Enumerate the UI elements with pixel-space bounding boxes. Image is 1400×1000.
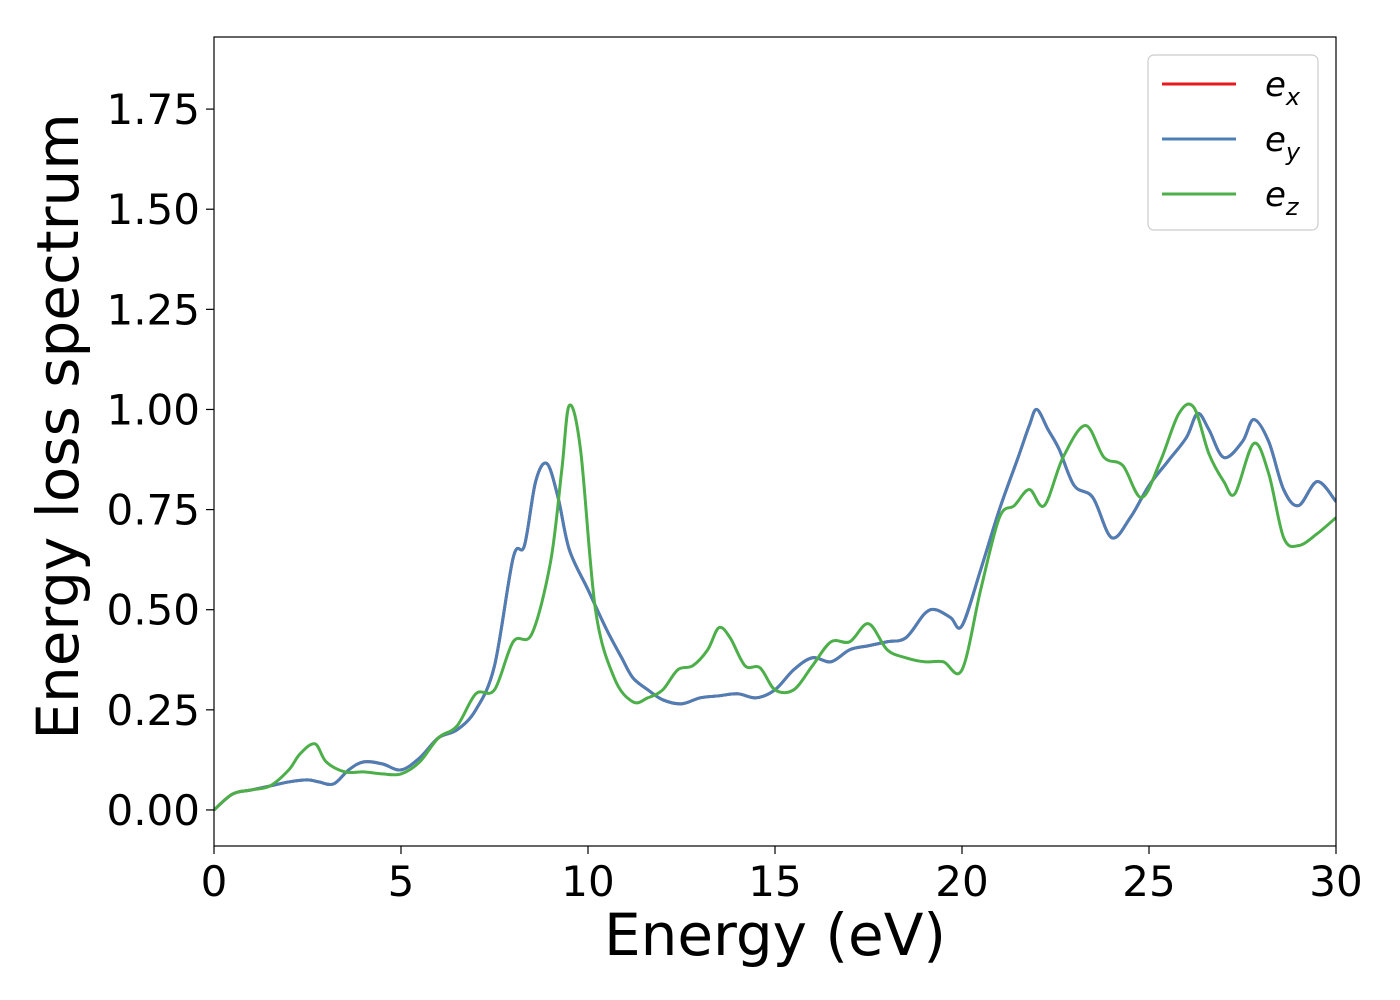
y-tick-label: 1.75 xyxy=(106,85,200,134)
legend-label-x: ex xyxy=(1265,65,1301,111)
series-line-z xyxy=(214,402,1336,812)
y-axis-title: Energy loss spectrum xyxy=(24,113,92,739)
series-line-y xyxy=(214,407,1336,812)
legend-box xyxy=(1147,54,1319,231)
x-tick-label: 10 xyxy=(561,857,614,906)
legend-label-z: ez xyxy=(1265,175,1300,221)
x-tick-label: 30 xyxy=(1309,857,1362,906)
x-tick-label: 0 xyxy=(201,857,228,906)
plot-area xyxy=(214,402,1336,812)
legend-label-base: e xyxy=(1265,175,1286,215)
x-tick-label: 20 xyxy=(935,857,988,906)
legend-label-subscript: z xyxy=(1285,193,1300,221)
legend-label-base: e xyxy=(1265,120,1286,160)
y-tick-label: 0.00 xyxy=(106,786,200,835)
x-tick-label: 25 xyxy=(1122,857,1175,906)
series-layer xyxy=(214,402,1336,812)
y-tick-label: 0.75 xyxy=(106,486,200,535)
y-axis: 0.00 0.25 0.50 0.75 1.00 1.25 1.50 1.75 xyxy=(106,85,214,835)
y-tick-label: 1.25 xyxy=(106,285,200,334)
y-tick-label: 1.00 xyxy=(106,385,200,434)
legend-label-base: e xyxy=(1265,65,1286,105)
y-tick-label: 0.25 xyxy=(106,686,200,735)
legend-label-subscript: y xyxy=(1285,138,1301,166)
y-tick-label: 0.50 xyxy=(106,586,200,635)
x-axis-title: Energy (eV) xyxy=(604,901,946,969)
x-tick-label: 15 xyxy=(748,857,801,906)
legend-label-y: ey xyxy=(1265,120,1301,166)
x-tick-label: 5 xyxy=(388,857,415,906)
legend-label-subscript: x xyxy=(1285,83,1301,111)
y-tick-label: 1.50 xyxy=(106,185,200,234)
x-axis: 0 5 10 15 20 25 30 xyxy=(201,846,1363,906)
